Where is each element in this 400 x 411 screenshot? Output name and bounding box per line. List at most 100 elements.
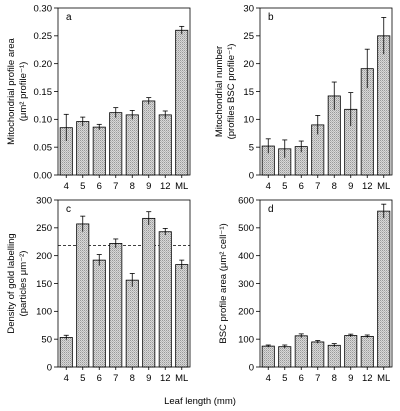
x-tick-label: 6 xyxy=(97,373,102,384)
y-tick-label: 5 xyxy=(249,142,254,153)
y-tick-label: 100 xyxy=(238,334,254,345)
y-tick-label: 250 xyxy=(36,223,52,234)
y-tick-label: 30 xyxy=(243,3,254,14)
x-axis-caption: Leaf length (mm) xyxy=(164,396,236,407)
y-tick-label: 0.00 xyxy=(34,170,53,181)
bar xyxy=(142,217,156,368)
bar xyxy=(261,345,275,368)
y-tick-label: 25 xyxy=(243,31,254,42)
bar xyxy=(175,264,189,368)
y-tick-label: 0.15 xyxy=(34,87,53,98)
x-tick-label: ML xyxy=(377,181,390,192)
y-tick-label: 0.05 xyxy=(34,142,53,153)
bar xyxy=(142,100,156,176)
x-tick-label: 8 xyxy=(130,373,135,384)
x-tick-label: 8 xyxy=(332,373,337,384)
y-tick-label: 50 xyxy=(41,334,52,345)
x-tick-label: 6 xyxy=(299,373,304,384)
y-tick-label: 20 xyxy=(243,59,254,70)
x-tick-label: 4 xyxy=(64,181,69,192)
x-tick-label: ML xyxy=(377,373,390,384)
bar xyxy=(377,210,391,368)
x-tick-label: 9 xyxy=(146,181,151,192)
bar xyxy=(158,231,172,368)
y-axis-label-line: (particles μm⁻²) xyxy=(18,251,29,317)
x-tick-label: 5 xyxy=(80,181,85,192)
panel-d: 0 100 200 300 400 500 600 4 5 6 7 8 9 12 ML d BSC profil… xyxy=(218,195,393,384)
x-tick-label: 12 xyxy=(362,181,373,192)
panel-letter: c xyxy=(66,204,71,215)
y-tick-label: 0 xyxy=(249,170,254,181)
y-tick-label: 0.30 xyxy=(34,3,53,14)
bar xyxy=(109,243,123,368)
y-axis-label: BSC profile area (μm² cell⁻¹) xyxy=(218,223,229,343)
x-tick-label: 9 xyxy=(146,373,151,384)
y-axis-label: Mitochondrial number(profiles BSC profil… xyxy=(214,44,237,140)
x-tick-label: 6 xyxy=(299,181,304,192)
y-axis-label-line: BSC profile area (μm² cell⁻¹) xyxy=(218,223,229,343)
x-tick-label: 4 xyxy=(64,373,69,384)
x-tick-label: 8 xyxy=(130,181,135,192)
x-tick-label: 9 xyxy=(348,181,353,192)
x-tick-label: 12 xyxy=(160,373,171,384)
bar xyxy=(59,337,73,368)
bar xyxy=(92,126,106,176)
bar xyxy=(294,335,308,368)
y-tick-label: 150 xyxy=(36,279,52,290)
y-axis-label-line: Mitochondrial number xyxy=(214,46,225,137)
bar xyxy=(125,279,139,368)
x-tick-label: 7 xyxy=(315,181,320,192)
bar xyxy=(175,29,189,176)
x-tick-label: 5 xyxy=(80,373,85,384)
panel-a: 0.00 0.05 0.10 0.15 0.20 0.25 0.30 4 5 6 7 8 9 12 ML a M… xyxy=(6,3,191,192)
panel-letter: a xyxy=(66,12,72,23)
y-tick-label: 0.20 xyxy=(34,59,53,70)
x-tick-label: 6 xyxy=(97,181,102,192)
x-tick-label: 4 xyxy=(266,181,271,192)
y-tick-label: 300 xyxy=(36,195,52,206)
bar xyxy=(125,114,139,176)
y-tick-label: 300 xyxy=(238,279,254,290)
x-tick-label: 12 xyxy=(160,181,171,192)
x-tick-label: 5 xyxy=(282,181,287,192)
bar xyxy=(76,223,90,368)
bar xyxy=(76,121,90,176)
bar xyxy=(377,35,391,176)
x-tick-label: 7 xyxy=(113,373,118,384)
x-tick-label: 12 xyxy=(362,373,373,384)
y-axis-label-line: (μm² profile⁻¹) xyxy=(18,62,29,122)
y-axis-label-line: Mitochondrial profile area xyxy=(6,37,17,144)
y-tick-label: 100 xyxy=(36,307,52,318)
y-axis-label: Density of gold labelling(particles μm⁻²… xyxy=(6,233,29,333)
y-axis-label-line: (profiles BSC profile⁻¹) xyxy=(226,44,237,140)
y-tick-label: 10 xyxy=(243,115,254,126)
y-tick-label: 0.25 xyxy=(34,31,53,42)
y-tick-label: 500 xyxy=(238,223,254,234)
bar xyxy=(278,346,292,368)
bar xyxy=(344,335,358,368)
x-tick-label: 7 xyxy=(113,181,118,192)
y-tick-label: 200 xyxy=(238,307,254,318)
x-tick-label: 4 xyxy=(266,373,271,384)
y-axis-label: Mitochondrial profile area(μm² profile⁻¹… xyxy=(6,37,29,144)
panel-letter: d xyxy=(268,204,274,215)
y-tick-label: 0 xyxy=(47,362,52,373)
y-tick-label: 0 xyxy=(249,362,254,373)
x-tick-label: 5 xyxy=(282,373,287,384)
x-tick-label: 8 xyxy=(332,181,337,192)
panel-c: 0 50 100 150 200 250 300 4 5 6 7 8 9 12 ML c Density of … xyxy=(6,195,191,384)
bar xyxy=(158,114,172,176)
y-tick-label: 200 xyxy=(36,251,52,262)
bar xyxy=(327,344,341,368)
bar xyxy=(109,112,123,176)
x-tick-label: ML xyxy=(175,181,188,192)
y-tick-label: 15 xyxy=(243,87,254,98)
x-tick-label: 7 xyxy=(315,373,320,384)
panel-letter: b xyxy=(268,12,274,23)
x-tick-label: ML xyxy=(175,373,188,384)
bar xyxy=(92,259,106,368)
y-tick-label: 600 xyxy=(238,195,254,206)
y-tick-label: 0.10 xyxy=(34,115,53,126)
